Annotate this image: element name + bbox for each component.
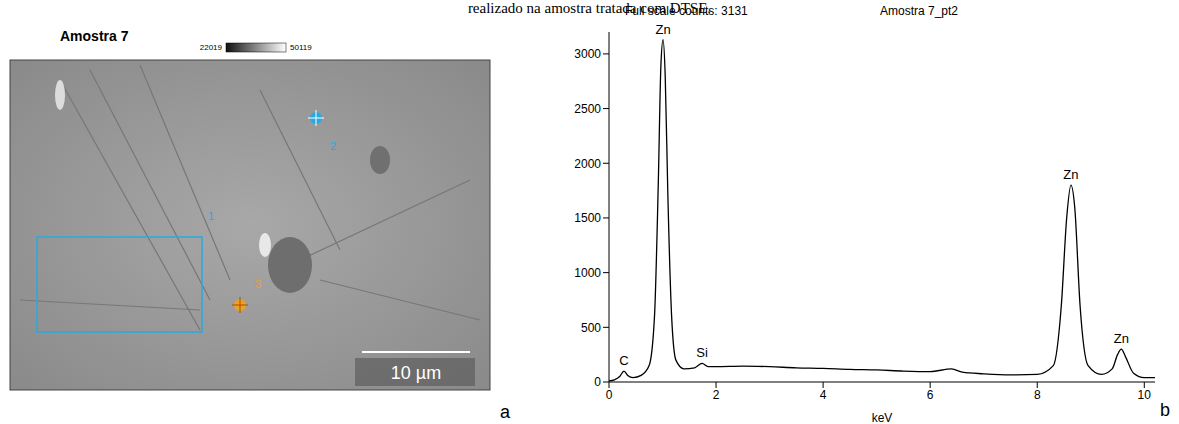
- svg-text:Zn: Zn: [655, 22, 670, 37]
- svg-text:C: C: [619, 353, 628, 368]
- svg-text:8: 8: [1034, 388, 1041, 402]
- svg-text:Zn: Zn: [1063, 167, 1078, 182]
- svg-text:2: 2: [713, 388, 720, 402]
- svg-text:3000: 3000: [574, 47, 601, 61]
- html-text:Amostra 7: Amostra 7: [60, 28, 129, 44]
- html-text:realizado na amostra tratada c: realizado na amostra tratada com DTSE.: [467, 0, 712, 16]
- html-text:Amostra 7_pt2: Amostra 7_pt2: [880, 4, 958, 18]
- svg-text:1500: 1500: [574, 211, 601, 225]
- svg-text:0: 0: [594, 375, 601, 389]
- svg-text:10: 10: [1138, 388, 1152, 402]
- svg-text:4: 4: [820, 388, 827, 402]
- svg-text:Zn: Zn: [1114, 331, 1129, 346]
- svg-text:2: 2: [330, 140, 336, 152]
- svg-text:50119: 50119: [290, 43, 312, 52]
- svg-text:500: 500: [581, 321, 601, 335]
- svg-text:1000: 1000: [574, 266, 601, 280]
- svg-text:1: 1: [208, 210, 214, 222]
- svg-text:6: 6: [927, 388, 934, 402]
- svg-text:Si: Si: [696, 345, 708, 360]
- svg-text:2000: 2000: [574, 157, 601, 171]
- svg-text:a: a: [500, 402, 511, 422]
- html-text:b: b: [1160, 400, 1170, 420]
- html-text:Full scale counts: 3131: Full scale counts: 3131: [625, 4, 748, 18]
- svg-text:3: 3: [255, 278, 261, 290]
- svg-text:keV: keV: [872, 411, 893, 424]
- svg-text:10 µm: 10 µm: [391, 363, 441, 383]
- svg-text:0: 0: [606, 388, 613, 402]
- svg-text:22019: 22019: [200, 43, 223, 52]
- svg-text:2500: 2500: [574, 102, 601, 116]
